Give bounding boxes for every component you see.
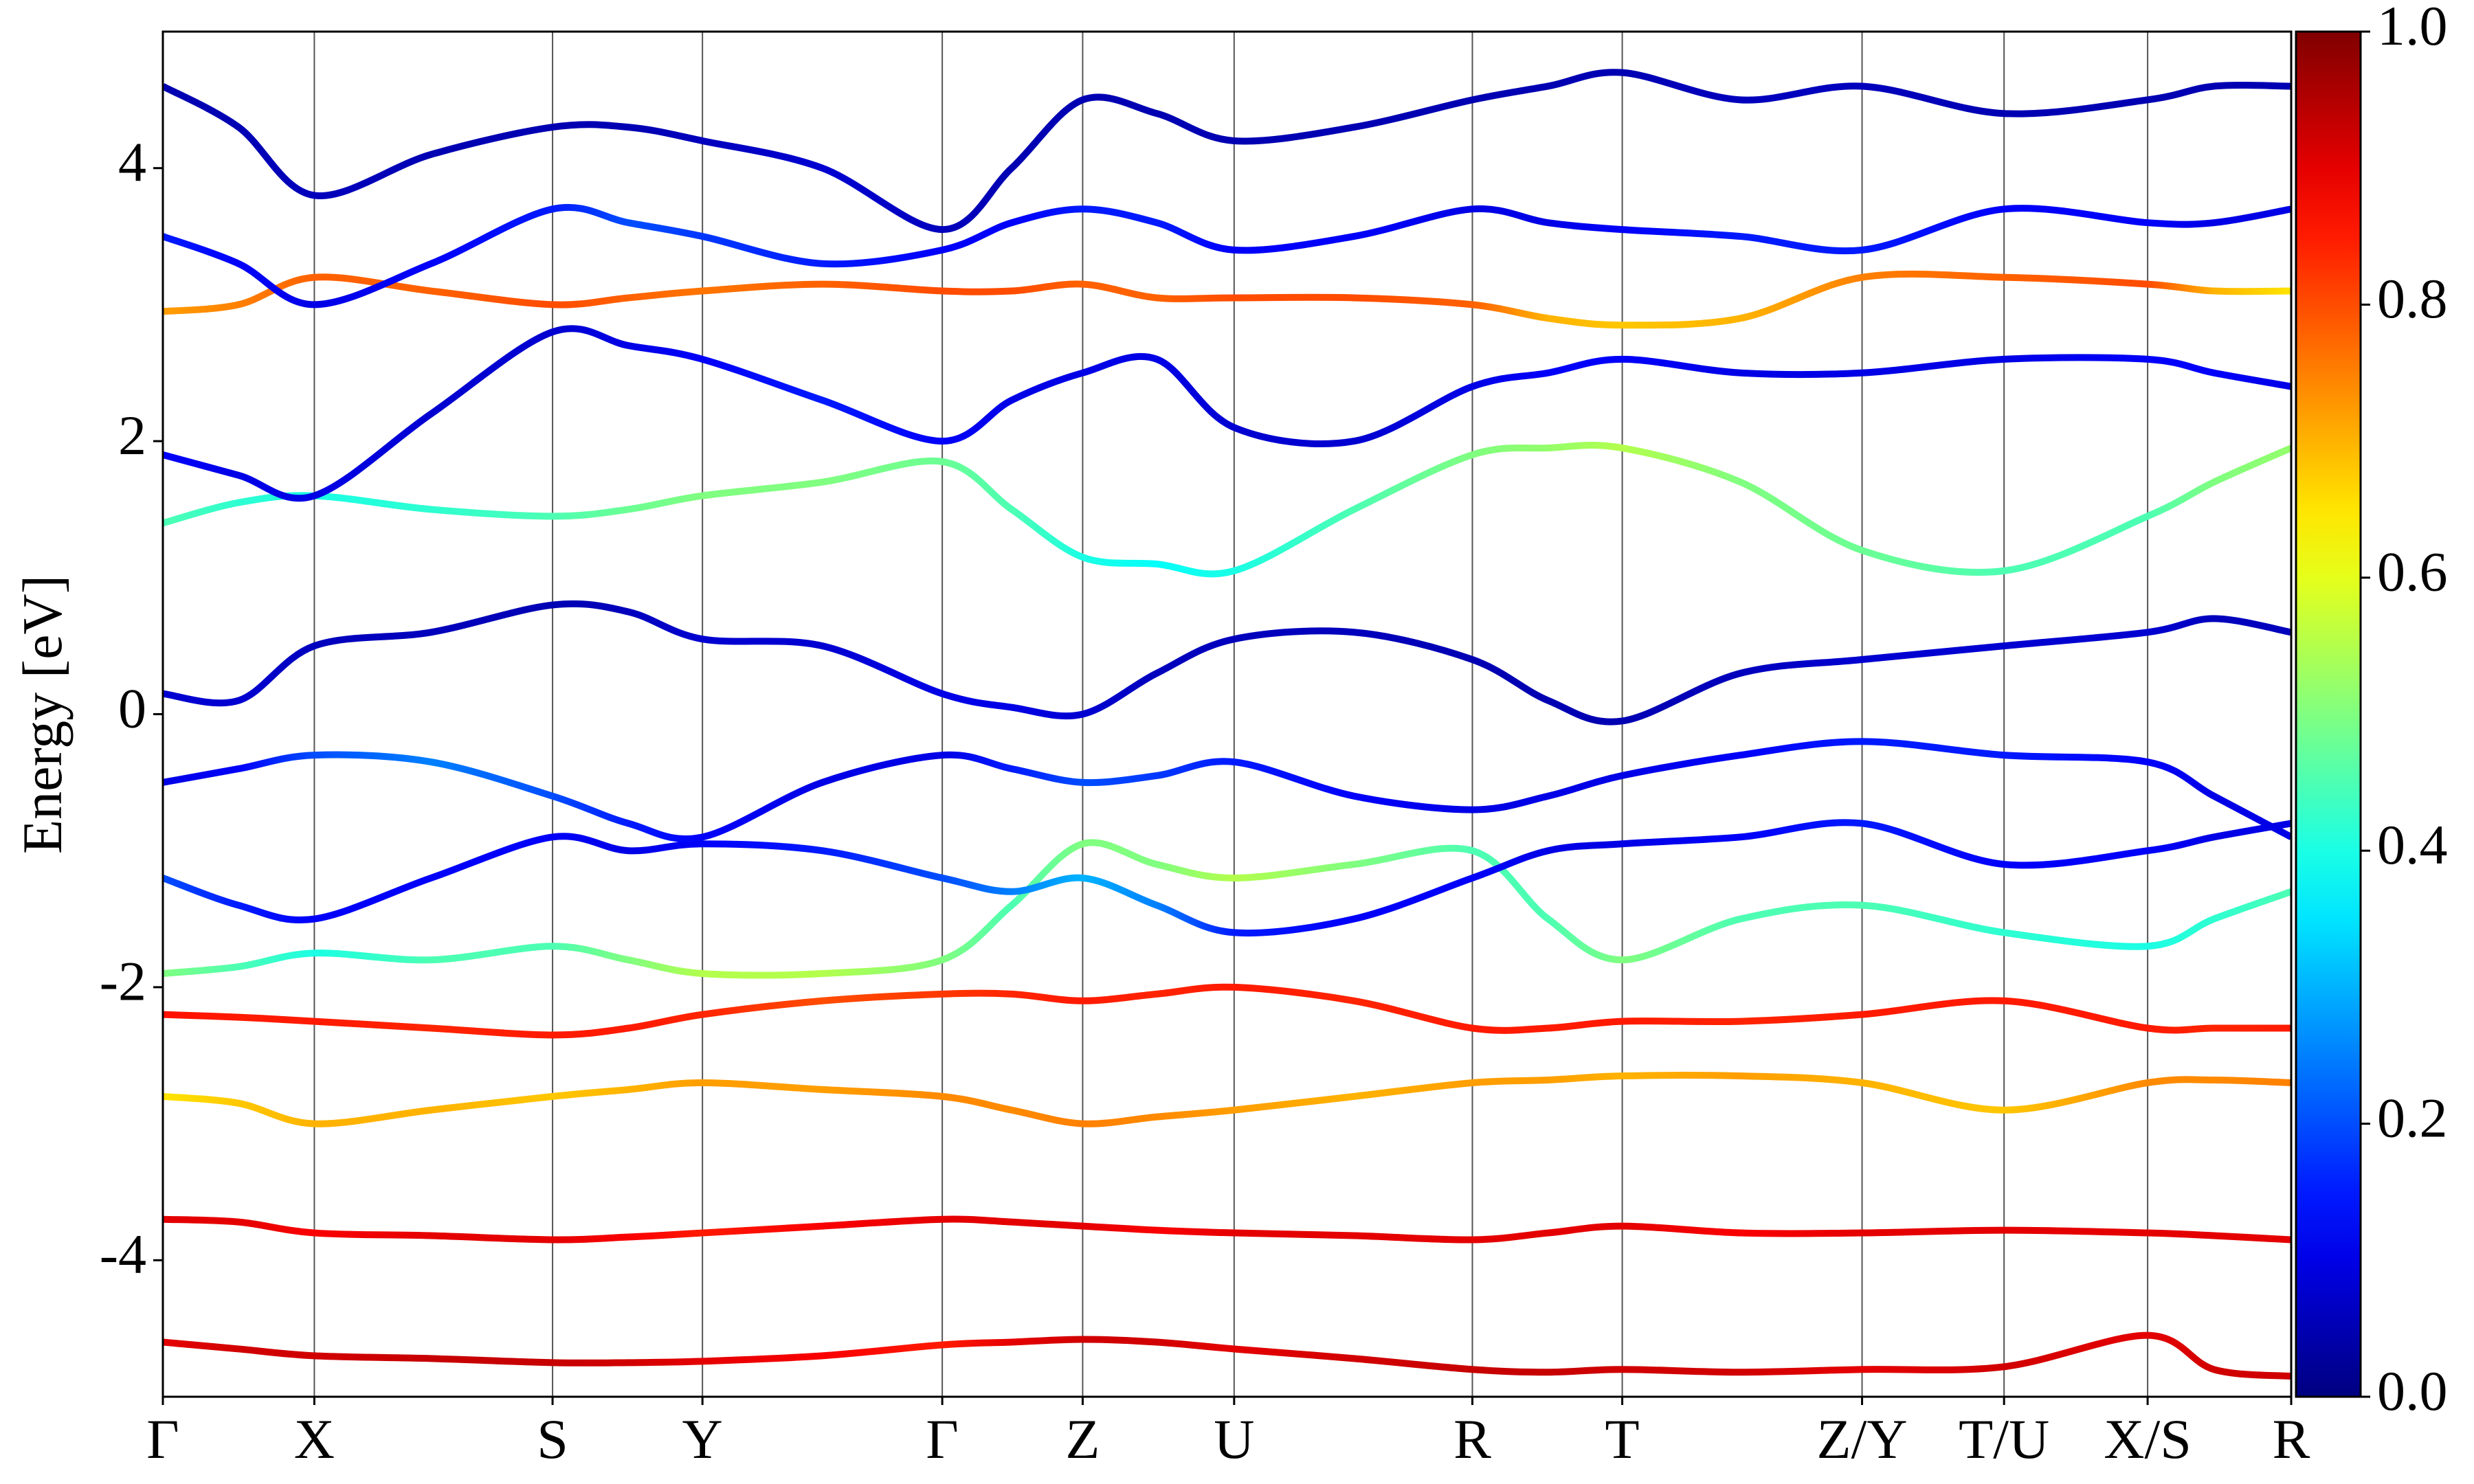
band [163,839,2291,979]
x-tick-label: X/S [2104,1408,2192,1470]
x-tick-label: Γ [146,1408,179,1470]
x-tick-label: T/U [1959,1408,2049,1470]
band [163,441,2291,578]
y-tick-label: 4 [118,131,146,194]
band [163,69,2291,234]
x-tick-label: X [294,1408,335,1470]
band [163,983,2291,1039]
band [163,270,2291,329]
x-tick-label: U [1214,1408,1254,1470]
y-axis-label: Energy [eV] [11,575,74,854]
y-tick-label: 2 [118,404,146,466]
x-tick-label: Y [682,1408,723,1470]
band [163,738,2291,843]
x-tick-label: Z/Y [1817,1408,1908,1470]
plot-frame [161,30,2293,1398]
x-tick-label: S [537,1408,568,1470]
band [163,325,2291,502]
x-tick-label: Z [1065,1408,1100,1470]
colorbar-tick-label: 0.4 [2377,813,2448,876]
band [163,1215,2291,1244]
colorbar-tick-label: 0.8 [2377,267,2448,330]
colorbar [2295,30,2362,1398]
x-tick-label: R [1453,1408,1491,1470]
x-tick-label: Γ [926,1408,958,1470]
x-tick-label: R [2273,1408,2310,1470]
colorbar-tick-label: 0.2 [2377,1086,2448,1149]
x-tick-label: T [1605,1408,1640,1470]
band [163,819,2291,937]
band [163,1072,2291,1127]
y-tick-label: 0 [118,677,146,739]
colorbar-tick-label: 1.0 [2377,0,2448,57]
colorbar-tick-label: 0.0 [2377,1360,2448,1422]
band [163,203,2291,308]
y-tick-label: -2 [100,950,146,1013]
colorbar-tick-label: 0.6 [2377,541,2448,603]
y-tick-label: -4 [100,1223,146,1285]
band [163,1331,2291,1380]
band [163,600,2291,726]
bands [163,69,2291,1380]
